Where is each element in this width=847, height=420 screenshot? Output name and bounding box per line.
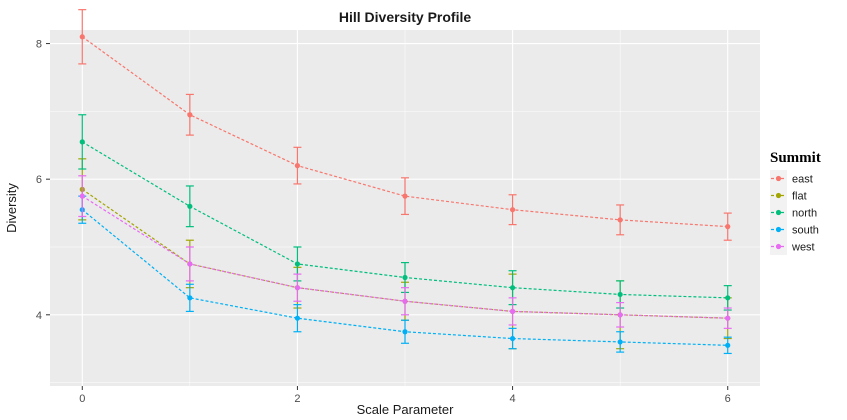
data-point xyxy=(79,34,85,40)
legend-label: west xyxy=(791,242,815,254)
data-point xyxy=(294,163,301,169)
series-east xyxy=(78,9,732,241)
data-point xyxy=(509,285,516,291)
y-tick-label: 8 xyxy=(36,39,42,51)
y-tick-label: 4 xyxy=(36,310,42,322)
data-point xyxy=(402,329,408,335)
series-west xyxy=(78,175,732,329)
legend-key-point xyxy=(775,175,782,182)
legend-label: north xyxy=(792,208,817,220)
data-point xyxy=(725,224,731,230)
data-series-layer xyxy=(78,9,732,355)
legend-label: south xyxy=(792,225,819,237)
data-point xyxy=(187,295,193,301)
data-point xyxy=(294,285,301,291)
data-point xyxy=(79,139,85,145)
legend-item-east: east xyxy=(770,170,813,187)
legend-item-south: south xyxy=(770,221,819,238)
legend-label: flat xyxy=(792,191,807,203)
axes: 0 2 4 6 4 6 8 xyxy=(36,39,731,405)
data-point xyxy=(187,112,193,118)
data-point xyxy=(617,217,623,223)
x-tick-label: 6 xyxy=(725,393,731,405)
legend-item-north: north xyxy=(770,204,817,221)
y-tick-label: 6 xyxy=(36,174,42,186)
data-point xyxy=(617,339,623,345)
legend-label: east xyxy=(792,174,813,186)
legend-item-flat: flat xyxy=(770,187,807,204)
legend: Summit east flat north south west xyxy=(770,150,821,255)
legend-item-west: west xyxy=(770,238,815,255)
legend-title: Summit xyxy=(770,150,821,166)
legend-key-point xyxy=(775,226,782,233)
data-point xyxy=(617,312,623,318)
data-point xyxy=(509,207,516,213)
data-point xyxy=(725,315,731,321)
series-north xyxy=(78,114,732,311)
data-point xyxy=(402,274,408,281)
x-tick-label: 2 xyxy=(294,393,300,405)
data-point xyxy=(79,193,85,199)
data-point xyxy=(187,261,193,267)
data-point xyxy=(617,291,623,298)
data-point xyxy=(294,315,301,321)
data-point xyxy=(725,342,731,348)
legend-key-point xyxy=(775,209,782,216)
y-axis-title: Diversity xyxy=(4,183,19,233)
legend-key-point xyxy=(775,192,782,199)
x-tick-label: 0 xyxy=(79,393,85,405)
legend-key-point xyxy=(775,243,782,250)
data-point xyxy=(187,203,193,209)
data-point xyxy=(725,295,731,301)
x-tick-label: 4 xyxy=(510,393,516,405)
data-point xyxy=(509,335,516,342)
data-point xyxy=(402,298,408,304)
data-point xyxy=(509,308,516,315)
series-south xyxy=(78,195,732,355)
data-point xyxy=(402,193,408,199)
chart-title: Hill Diversity Profile xyxy=(339,9,471,25)
x-axis-title: Scale Parameter xyxy=(357,402,454,417)
data-point xyxy=(294,261,301,267)
